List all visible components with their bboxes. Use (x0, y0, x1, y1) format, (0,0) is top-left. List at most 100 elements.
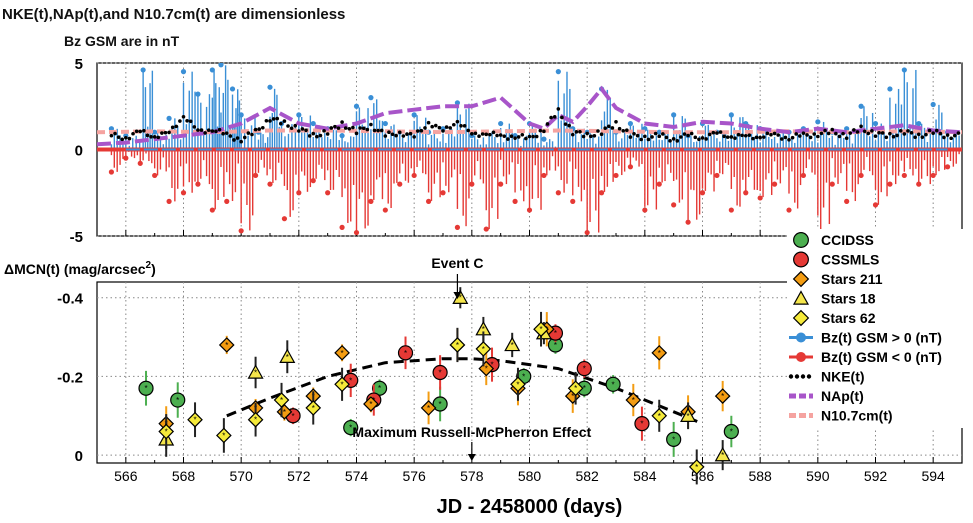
bz-positive-point (916, 120, 922, 127)
point-star: * (283, 408, 286, 417)
nke-point (156, 135, 161, 140)
bz-negative-group (108, 149, 960, 236)
legend-label: N10.7cm(t) (821, 408, 893, 424)
x-tick-label: 588 (748, 468, 772, 484)
nke-point (228, 134, 233, 138)
legend-marker (796, 332, 806, 343)
nke-point (931, 131, 935, 135)
point-star: * (369, 400, 372, 409)
nke-point (484, 132, 489, 137)
point-star: * (522, 372, 525, 381)
nke-point (322, 129, 326, 133)
nke-point (437, 125, 442, 130)
series-stars-18: * * * * * * * * * (158, 287, 731, 471)
nke-point (938, 131, 943, 136)
nke-point (949, 136, 953, 141)
nke-point (315, 134, 319, 139)
nke-point (603, 126, 607, 130)
nke-point (242, 135, 247, 140)
data-point (247, 411, 264, 428)
nke-point (671, 137, 676, 141)
legend-label: Stars 62 (821, 310, 876, 326)
bz-positive-point (671, 112, 677, 118)
x-tick-label: 590 (806, 468, 830, 484)
data-point (420, 400, 437, 416)
nke-point (956, 131, 961, 135)
bz-positive-point (152, 129, 158, 135)
bz-positive-point (180, 69, 187, 75)
legend-marker (792, 290, 810, 305)
nke-point (199, 128, 204, 132)
nke-point (880, 131, 885, 135)
nke-point (888, 131, 892, 136)
nke-point (859, 124, 863, 129)
bz-positive-point (901, 67, 907, 73)
bz-positive-point (815, 119, 821, 125)
nke-point (336, 126, 341, 130)
legend-label: CSSMLS (821, 252, 879, 268)
nke-point (790, 135, 795, 140)
nke-point (260, 125, 265, 130)
nke-point (952, 133, 957, 138)
nke-point (275, 116, 280, 121)
legend-item-stars62: Stars 62 (792, 309, 876, 327)
nke-point (390, 132, 395, 137)
nke-point (448, 126, 453, 130)
nke-point (866, 131, 871, 136)
nke-point (253, 127, 258, 132)
bz-positive-point (218, 63, 224, 68)
header-line-1: NKE(t),NAp(t),and N10.7cm(t) are dimensi… (2, 6, 346, 23)
bz-negative-point (469, 181, 475, 187)
data-point (218, 337, 235, 353)
bz-positive-point (411, 112, 417, 118)
point-star: * (341, 380, 344, 389)
bz-positive-point (858, 103, 864, 109)
nke-point (271, 117, 276, 121)
nke-point (358, 126, 362, 130)
legend-item-cssmls: CSSMLS (793, 252, 879, 268)
nke-point (372, 128, 377, 133)
legend-item-nke: NKE(t) (788, 369, 865, 385)
bz-negative-point (137, 160, 143, 166)
nke-point (480, 132, 485, 136)
nke-point (221, 131, 225, 136)
bz-negative-point (209, 207, 215, 213)
bz-positive-point (872, 120, 879, 127)
data-point (305, 400, 322, 416)
nke-point (722, 134, 726, 139)
point-star: * (312, 404, 315, 413)
nke-point (689, 131, 694, 136)
nke-point (924, 132, 928, 137)
nke-point (736, 132, 741, 137)
x-tick-label: 580 (518, 468, 542, 484)
point-star: * (721, 392, 724, 401)
point-star: * (193, 416, 196, 425)
bz-negative-point (152, 172, 158, 179)
point-star: * (176, 396, 179, 405)
nke-point (718, 130, 723, 134)
bottom-y-tick-label: -0.2 (57, 369, 83, 386)
data-point (625, 392, 642, 408)
nke-point (423, 126, 427, 130)
nke-point (614, 120, 618, 124)
nke-point (127, 136, 132, 141)
bz-negative-point (339, 224, 345, 230)
nke-point (862, 129, 867, 134)
nke-point (224, 131, 229, 135)
nap-line (97, 85, 962, 147)
bz-negative-point (728, 207, 734, 213)
point-star: * (254, 369, 257, 378)
data-point (567, 380, 584, 397)
nke-point (188, 119, 193, 124)
nke-point (116, 135, 121, 139)
nke-point (246, 131, 251, 135)
nke-point (408, 131, 413, 136)
nke-point (462, 124, 467, 128)
bz-negative-point (224, 198, 230, 204)
nke-point (675, 139, 680, 143)
bz-negative-point (397, 181, 403, 187)
bz-negative-point (613, 172, 619, 179)
x-tick-label: 582 (575, 468, 599, 484)
nke-point (203, 131, 207, 135)
nke-point (347, 126, 352, 131)
